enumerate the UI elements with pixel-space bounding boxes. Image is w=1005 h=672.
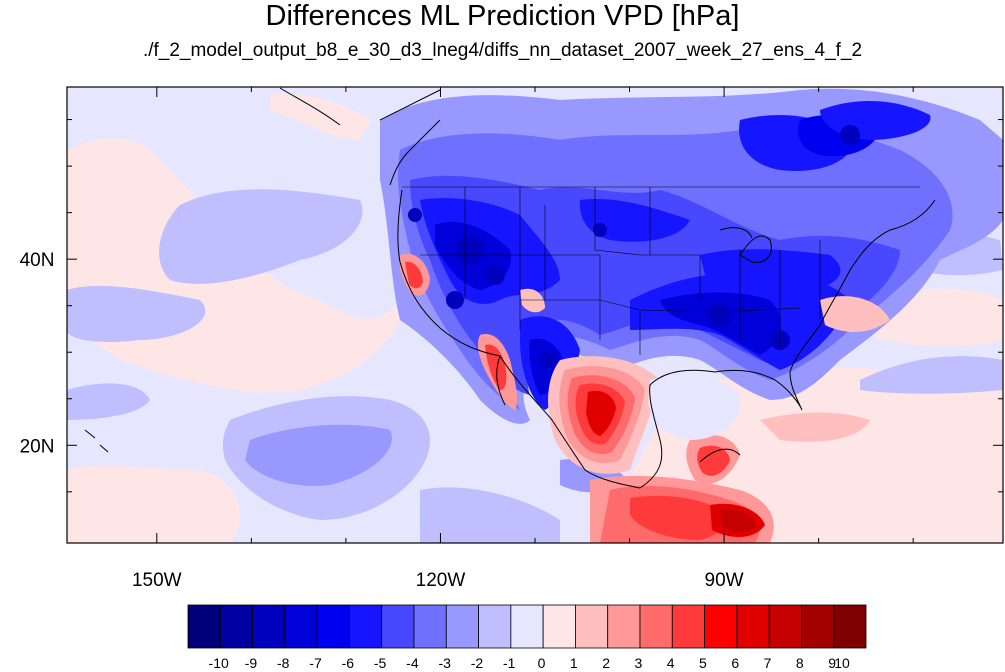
vpd-difference-field bbox=[67, 87, 1003, 543]
colorbar-swatch bbox=[445, 604, 479, 649]
map-subtitle: ./f_2_model_output_b8_e_30_d3_lneg4/diff… bbox=[142, 40, 863, 61]
lon-tick-label: 120W bbox=[416, 570, 466, 591]
colorbar-swatch bbox=[736, 604, 770, 649]
map-title: Differences ML Prediction VPD [hPa] bbox=[265, 0, 740, 32]
colorbar-label: -8 bbox=[277, 655, 290, 671]
strong-negative-cores bbox=[408, 125, 860, 368]
colorbar-swatch bbox=[639, 604, 673, 649]
colorbar-swatch bbox=[542, 604, 576, 649]
axis-tick-labels: 150W 120W 90W 40N 20N bbox=[20, 250, 744, 591]
colorbar-label: -10 bbox=[209, 655, 229, 671]
colorbar-label: -6 bbox=[342, 655, 355, 671]
colorbar-label: 0 bbox=[538, 655, 546, 671]
colorbar-swatch bbox=[316, 604, 350, 649]
coastlines bbox=[84, 87, 936, 489]
colorbar-label: -2 bbox=[471, 655, 484, 671]
colorbar-label: 2 bbox=[602, 655, 610, 671]
colorbar-swatch bbox=[704, 604, 738, 649]
colorbar-label: -4 bbox=[406, 655, 419, 671]
colorbar-label: 8 bbox=[796, 655, 804, 671]
colorbar-swatch bbox=[219, 604, 253, 649]
colorbar-label: -3 bbox=[438, 655, 451, 671]
colorbar-swatch bbox=[575, 604, 609, 649]
colorbar-swatch bbox=[349, 604, 383, 649]
lat-tick-label: 20N bbox=[20, 436, 55, 457]
gulf-zone bbox=[648, 375, 741, 440]
colorbar-swatch bbox=[381, 604, 415, 649]
colorbar-swatch bbox=[284, 604, 318, 649]
colorbar-swatch bbox=[252, 604, 286, 649]
colorbar-swatch bbox=[801, 604, 835, 649]
axis-ticks bbox=[67, 87, 1003, 543]
positive-field bbox=[399, 253, 890, 543]
colorbar-swatch bbox=[187, 604, 221, 649]
colorbar-label: -9 bbox=[245, 655, 258, 671]
colorbar-swatch bbox=[413, 604, 447, 649]
colorbar-label: -7 bbox=[309, 655, 322, 671]
lat-tick-label: 40N bbox=[20, 250, 55, 271]
colorbar-swatch bbox=[607, 604, 641, 649]
boundaries bbox=[402, 186, 920, 355]
colorbar-label: 7 bbox=[764, 655, 772, 671]
colorbar-label: 3 bbox=[634, 655, 642, 671]
colorbar-label: -1 bbox=[503, 655, 516, 671]
colorbar-label: 9 bbox=[828, 655, 836, 671]
lon-tick-label: 150W bbox=[132, 570, 182, 591]
colorbar-swatch bbox=[768, 604, 802, 649]
colorbar-swatch bbox=[478, 604, 512, 649]
colorbar-label: 1 bbox=[570, 655, 578, 671]
colorbar: -10 -9 -8 -7 -6 -5 -4 -3 -2 -1 0 1 2 3 4 5 6 7 8 910 bbox=[187, 604, 867, 671]
colorbar-swatch bbox=[510, 604, 544, 649]
colorbar-label: 5 bbox=[699, 655, 707, 671]
lon-tick-label: 90W bbox=[705, 570, 744, 591]
colorbar-label: 4 bbox=[667, 655, 675, 671]
colorbar-swatch bbox=[671, 604, 705, 649]
colorbar-label: 6 bbox=[731, 655, 739, 671]
colorbar-label: 10 bbox=[834, 655, 850, 671]
colorbar-label: -5 bbox=[374, 655, 387, 671]
colorbar-swatch bbox=[833, 604, 867, 649]
